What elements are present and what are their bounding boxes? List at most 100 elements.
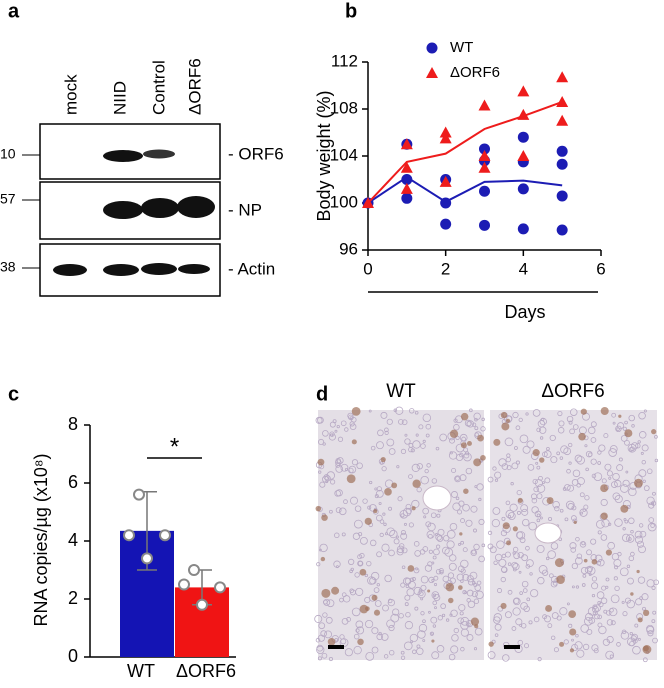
tissue-speck xyxy=(440,603,447,610)
stain-speck xyxy=(351,406,361,416)
tissue-speck xyxy=(641,444,649,452)
tissue-speck xyxy=(598,444,606,452)
tissue-speck xyxy=(637,440,641,444)
tissue-speck xyxy=(531,493,538,500)
tissue-speck xyxy=(430,616,438,624)
x-tick-label: 4 xyxy=(519,259,528,278)
tissue-speck xyxy=(478,497,482,502)
tissue-speck xyxy=(388,624,395,632)
stain-speck xyxy=(568,610,577,619)
tissue-speck xyxy=(329,509,333,514)
tissue-speck xyxy=(414,606,419,611)
point xyxy=(517,183,529,195)
y-tick-label: 8 xyxy=(68,414,78,434)
stain-speck xyxy=(477,434,484,442)
tissue-speck xyxy=(513,597,520,604)
tissue-speck xyxy=(570,515,577,521)
stain-speck xyxy=(459,532,463,536)
tissue-speck xyxy=(593,648,599,654)
tissue-speck xyxy=(530,589,539,598)
tissue-speck xyxy=(597,614,602,620)
tissue-speck xyxy=(446,530,456,539)
tissue-speck xyxy=(473,528,477,533)
tissue-speck xyxy=(432,600,438,606)
tissue-speck xyxy=(597,461,602,465)
point xyxy=(517,150,530,161)
stain-speck xyxy=(380,456,386,463)
tissue-speck xyxy=(459,611,464,616)
tissue-speck xyxy=(591,644,599,652)
tissue-speck xyxy=(403,522,407,526)
stain-speck xyxy=(466,440,472,446)
stain-speck xyxy=(578,432,586,441)
tissue-speck xyxy=(432,555,437,560)
tissue-speck xyxy=(518,417,523,422)
point xyxy=(400,182,413,194)
tissue-speck xyxy=(393,538,400,545)
lane-label: NIID xyxy=(110,81,129,115)
y-tick-label: 2 xyxy=(68,588,78,608)
x-axis-label: Days xyxy=(504,302,545,322)
tissue-speck xyxy=(515,531,524,539)
stain-speck xyxy=(320,556,326,562)
stain-speck xyxy=(569,628,577,636)
tissue-speck xyxy=(431,591,440,599)
tissue-speck xyxy=(334,637,339,642)
tissue-speck xyxy=(517,551,524,559)
tissue-speck xyxy=(381,466,387,472)
tissue-speck xyxy=(358,532,363,537)
blot-bands xyxy=(53,149,215,276)
x-tick-label: 0 xyxy=(363,259,372,278)
tissue-speck xyxy=(463,452,470,459)
tissue-speck xyxy=(492,466,497,471)
tissue-speck xyxy=(474,627,483,636)
stain-speck xyxy=(315,505,322,512)
band xyxy=(143,149,175,159)
stain-speck xyxy=(357,638,364,646)
tissue-speck xyxy=(404,594,411,601)
tissue-speck xyxy=(586,628,593,635)
tissue-speck xyxy=(648,517,655,523)
tissue-speck xyxy=(515,460,520,465)
stain-speck xyxy=(502,522,510,530)
tissue-speck xyxy=(597,530,602,535)
point xyxy=(556,95,569,107)
tissue-speck xyxy=(614,518,623,527)
tissue-speck xyxy=(494,623,502,631)
tissue-speck xyxy=(450,609,458,617)
tissue-speck xyxy=(597,450,602,455)
tissue-speck xyxy=(383,522,387,527)
tissue-speck xyxy=(420,575,429,584)
tissue-speck xyxy=(456,573,464,581)
tissue-speck xyxy=(546,556,550,561)
tissue-speck xyxy=(392,608,400,616)
tissue-speck xyxy=(536,484,546,493)
tissue-speck xyxy=(436,645,445,653)
tissue-speck xyxy=(539,426,547,434)
tissue-speck xyxy=(574,641,583,650)
point xyxy=(214,581,226,594)
tissue-speck xyxy=(627,637,636,647)
tissue-speck xyxy=(354,505,362,512)
tissue-speck xyxy=(591,576,598,582)
tissue-speck xyxy=(426,463,431,468)
tissue-speck xyxy=(537,576,545,585)
tissue-speck xyxy=(590,421,597,428)
tissue-speck xyxy=(591,594,596,598)
point xyxy=(440,218,452,230)
tissue-speck xyxy=(533,486,540,493)
stain-speck xyxy=(624,429,633,438)
tissue-speck xyxy=(498,458,507,467)
tissue-speck xyxy=(638,545,646,554)
scale-bar xyxy=(504,645,520,649)
tissue-speck xyxy=(414,410,419,415)
tissue-speck xyxy=(455,496,460,501)
tissue-speck xyxy=(318,470,322,474)
histology-title: WT xyxy=(386,381,416,402)
tissue-speck xyxy=(349,421,355,427)
tissue-speck xyxy=(400,513,405,518)
tissue-speck xyxy=(474,426,479,431)
tissue-speck xyxy=(344,427,349,432)
tissue-speck xyxy=(514,446,518,450)
tissue-speck xyxy=(435,446,440,451)
